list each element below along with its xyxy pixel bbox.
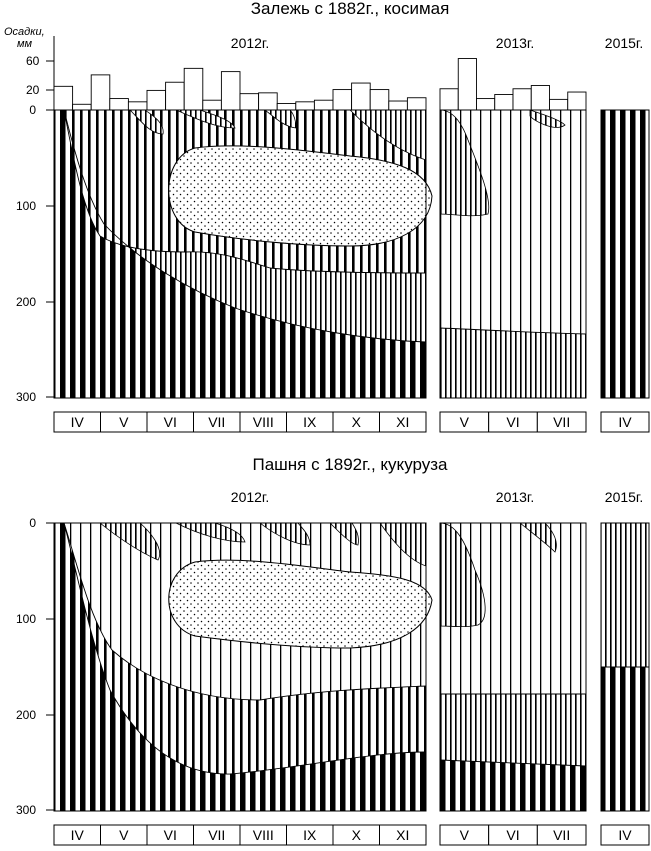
depth-label-0-p2: 0 bbox=[29, 516, 36, 530]
month-cell bbox=[536, 824, 587, 846]
panel-1: Залежь с 1882г., косимая 2012г. 2013г. 2… bbox=[4, 0, 650, 433]
precip-tick-label-20: 20 bbox=[26, 83, 40, 97]
month-label: V bbox=[119, 827, 129, 843]
panel-2-title: Пашня с 1892г., кукуруза bbox=[252, 455, 448, 474]
depth-label-200-p2: 200 bbox=[16, 708, 36, 722]
month-row-2015-p1: IV bbox=[600, 411, 650, 433]
month-label: VII bbox=[553, 827, 570, 843]
panel-2-2015-plot bbox=[600, 522, 650, 812]
month-label: XI bbox=[396, 827, 409, 843]
month-label: VI bbox=[164, 827, 177, 843]
precip-bar-2012-7 bbox=[165, 81, 185, 111]
month-label: V bbox=[119, 414, 129, 430]
panel-1-year-2013: 2013г. bbox=[496, 35, 534, 51]
panel-2-2012-plot bbox=[53, 522, 433, 812]
panel-1-2015-plot bbox=[600, 109, 650, 399]
precip-bar-2012-17 bbox=[351, 82, 371, 111]
month-label: IX bbox=[303, 414, 317, 430]
panel-1-title: Залежь с 1882г., косимая bbox=[251, 0, 450, 18]
month-cell bbox=[600, 824, 650, 846]
panel-1-2013-plot bbox=[439, 109, 587, 399]
precip-bar-2012-2 bbox=[72, 103, 92, 111]
depth-label-0-p1: 0 bbox=[29, 103, 36, 117]
precip-bar-2013-8 bbox=[567, 91, 587, 111]
panel-1-year-2015: 2015г. bbox=[605, 35, 643, 51]
precip-bar-2012-16 bbox=[332, 89, 353, 111]
depth-label-300-p1: 300 bbox=[16, 390, 36, 404]
precip-bar-2012-3 bbox=[90, 74, 111, 111]
precip-bar-2012-1 bbox=[53, 85, 74, 111]
month-row-2012-p2: IV V VI VII VIII IX X XI bbox=[53, 824, 427, 846]
precip-bar-2012-19 bbox=[388, 100, 408, 111]
panel-2-year-2013: 2013г. bbox=[496, 489, 534, 505]
month-label: IV bbox=[71, 414, 85, 430]
month-label: VIII bbox=[253, 827, 274, 843]
month-label: IX bbox=[303, 827, 317, 843]
precip-axis-label-1: Осадки, bbox=[4, 26, 45, 38]
panel-2-2013-plot bbox=[439, 522, 587, 812]
precip-bar-2012-11 bbox=[239, 93, 260, 111]
panel-2: Пашня с 1892г., кукуруза 2012г. 2013г. 2… bbox=[16, 455, 650, 846]
precip-bar-2012-10 bbox=[220, 71, 241, 111]
month-label: V bbox=[460, 827, 470, 843]
precip-bar-2012-15 bbox=[313, 99, 334, 111]
precip-bar-2012-8 bbox=[183, 67, 204, 111]
month-label: X bbox=[352, 827, 362, 843]
month-label: IV bbox=[71, 827, 85, 843]
precip-bar-2012-20 bbox=[406, 97, 427, 111]
month-label: XI bbox=[396, 414, 409, 430]
panel-2-year-2012: 2012г. bbox=[231, 489, 269, 505]
precip-bar-2012-12 bbox=[258, 92, 278, 111]
month-label: VI bbox=[164, 414, 177, 430]
precip-axis-label-2: мм bbox=[17, 38, 33, 50]
month-cell bbox=[600, 411, 650, 433]
precip-bar-2013-2 bbox=[457, 58, 477, 111]
precip-bar-2013-5 bbox=[512, 88, 532, 111]
precip-bar-2013-4 bbox=[494, 94, 514, 111]
precip-bar-2012-6 bbox=[146, 89, 167, 111]
precip-bars-2013 bbox=[439, 58, 587, 111]
month-label: IV bbox=[618, 414, 632, 430]
month-cell bbox=[536, 411, 587, 433]
month-label: IV bbox=[618, 827, 632, 843]
depth-label-200-p1: 200 bbox=[16, 295, 36, 309]
month-row-2015-p2: IV bbox=[600, 824, 650, 846]
month-label: VIII bbox=[253, 414, 274, 430]
precip-bar-2013-1 bbox=[439, 88, 459, 111]
month-row-2012-p1: IV V VI VII VIII IX X XI bbox=[53, 411, 427, 433]
month-label: V bbox=[460, 414, 470, 430]
precip-bar-2012-18 bbox=[369, 89, 390, 111]
depth-label-100-p2: 100 bbox=[16, 612, 36, 626]
month-label: X bbox=[352, 414, 362, 430]
month-label: VI bbox=[506, 414, 519, 430]
month-cell bbox=[379, 824, 427, 846]
month-label: VII bbox=[208, 414, 225, 430]
precip-tick-label-60: 60 bbox=[26, 54, 40, 68]
month-cell bbox=[379, 411, 427, 433]
month-row-2013-p1: V VI VII bbox=[439, 411, 587, 433]
month-label: VI bbox=[506, 827, 519, 843]
month-label: VII bbox=[208, 827, 225, 843]
precip-bar-2012-5 bbox=[127, 101, 148, 111]
precip-bar-2012-13 bbox=[276, 103, 297, 111]
month-label: VII bbox=[553, 414, 570, 430]
panel-1-year-2012: 2012г. bbox=[231, 35, 269, 51]
month-row-2013-p2: V VI VII bbox=[439, 824, 587, 846]
depth-label-100-p1: 100 bbox=[16, 199, 36, 213]
precip-bar-2012-4 bbox=[109, 98, 129, 111]
precip-bar-2012-14 bbox=[295, 101, 315, 111]
panel-1-2012-plot bbox=[53, 109, 433, 399]
precip-bar-2013-3 bbox=[476, 98, 496, 111]
panel-2-year-2015: 2015г. bbox=[605, 489, 643, 505]
precip-bar-2013-7 bbox=[549, 98, 569, 111]
precip-bar-2012-9 bbox=[202, 99, 222, 111]
precip-bar-2013-6 bbox=[530, 85, 550, 111]
precip-bars-2012 bbox=[53, 67, 427, 111]
depth-label-300-p2: 300 bbox=[16, 803, 36, 817]
